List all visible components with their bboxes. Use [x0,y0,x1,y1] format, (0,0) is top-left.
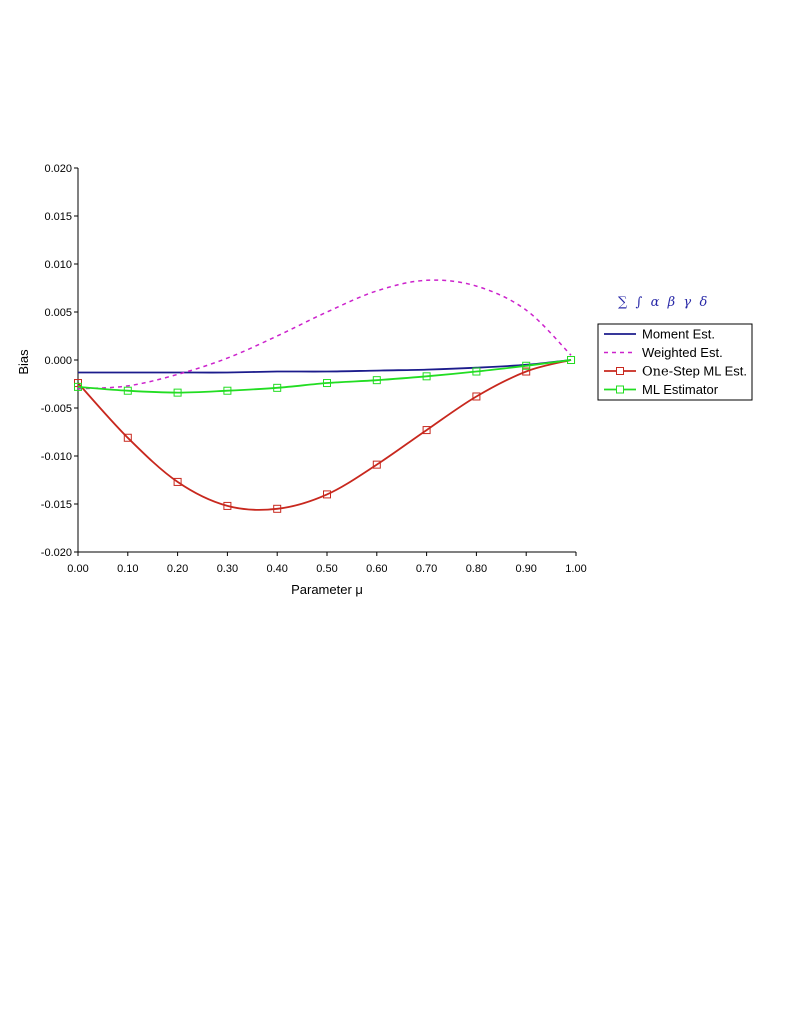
series-layer [74,279,576,513]
x-tick-label: 0.20 [167,563,188,575]
data-point-one-step-ml-est [522,367,531,376]
y-tick-label: 0.010 [44,259,72,271]
x-tick-label: 0.80 [466,563,487,575]
data-point-ml-estimator [422,372,431,381]
legend-label: Weighted Est. [642,345,723,360]
data-point-ml-estimator [273,383,282,392]
data-point-ml-estimator [522,361,531,370]
data-point-ml-estimator [74,382,82,391]
x-tick-label: 0.70 [416,563,437,575]
data-point-one-step-ml-est [273,504,282,513]
y-tick-label: -0.015 [41,499,72,511]
legend-item-ml-estimator: ML Estimator [604,382,719,397]
x-axis-ticks: 0.00 0.10 0.20 0.30 0.40 0.50 0.60 0.70 0.80 0.90… [67,552,587,575]
series-ml-estimator [74,356,576,397]
data-point-one-step-ml-est [173,477,182,486]
legend-item-moment-est: Moment Est. [604,327,715,342]
data-point-ml-estimator [567,356,576,364]
series-line-one-step-ml-est [77,359,572,511]
data-point-ml-estimator [173,388,182,397]
legend-label: One-Step ML Est. [642,364,747,380]
y-tick-label: 0.005 [44,307,72,319]
y-tick-label: 0.020 [44,163,72,175]
y-tick-label: 0.000 [44,355,72,367]
legend-label: Moment Est. [642,327,715,342]
y-axis-ticks: -0.020 -0.015 -0.010 -0.005 0.000 0.005 0.010 0… [41,163,78,559]
data-point-ml-estimator [472,367,481,376]
x-tick-label: 1.00 [565,563,586,575]
legend-label-prefix: One [642,365,669,380]
data-point-one-step-ml-est [372,460,381,469]
x-tick-label: 0.50 [316,563,337,575]
legend-item-weighted-est: Weighted Est. [604,345,723,360]
x-tick-label: 0.60 [366,563,387,575]
x-tick-label: 0.30 [217,563,238,575]
legend-label-suffix: -Step ML Est. [669,364,747,379]
data-point-one-step-ml-est [123,433,132,442]
series-line-moment-est [78,359,572,374]
legend-item-one-step-ml-est: One-Step ML Est. [604,364,747,380]
data-point-ml-estimator [223,386,232,395]
data-point-one-step-ml-est [472,392,481,401]
y-tick-label: 0.015 [44,211,72,223]
y-tick-label: -0.020 [41,547,72,559]
series-line-weighted-est [77,279,572,390]
x-tick-label: 0.40 [266,563,287,575]
y-tick-label: -0.010 [41,451,72,463]
data-point-ml-estimator [123,386,132,395]
legend: Moment Est. Weighted Est. One-Step ML Est.… [597,323,753,401]
legend-label: ML Estimator [642,382,719,397]
data-point-one-step-ml-est [422,426,431,435]
data-point-ml-estimator [323,379,331,388]
series-line-ml-estimator [77,359,572,394]
legend-marker [616,367,624,375]
y-axis-title: Bias [16,349,31,375]
x-tick-label: 0.10 [117,563,138,575]
series-weighted-est [77,279,572,390]
greek-symbols-annotation: ∑ ∫ α β γ δ [618,295,707,310]
series-moment-est [78,359,572,374]
data-point-ml-estimator [372,376,381,385]
x-axis-title: Parameter μ [291,582,363,597]
data-point-one-step-ml-est [323,490,331,499]
x-tick-label: 0.90 [515,563,536,575]
legend-marker [616,385,624,394]
y-tick-label: -0.005 [41,403,72,415]
data-point-one-step-ml-est [223,501,232,510]
x-tick-label: 0.00 [67,563,88,575]
